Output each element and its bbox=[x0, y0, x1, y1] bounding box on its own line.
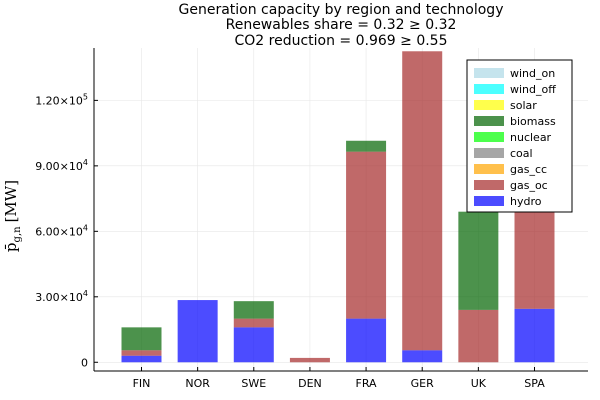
bar-segment-ger-hydro bbox=[402, 350, 443, 363]
legend-label-wind-on: wind_on bbox=[510, 67, 555, 80]
legend-swatch-coal bbox=[474, 148, 504, 158]
bar-segment-nor-hydro bbox=[177, 300, 218, 363]
bar-segment-fin-hydro bbox=[121, 355, 162, 363]
bar-segment-uk-gas-oc bbox=[458, 309, 499, 363]
bar-segment-spa-hydro bbox=[514, 308, 555, 363]
chart-subtitle-co2: CO2 reduction = 0.969 ≥ 0.55 bbox=[234, 33, 447, 49]
legend-label-coal: coal bbox=[510, 147, 533, 160]
y-axis-label-subscript: g,n bbox=[12, 226, 23, 243]
legend-label-solar: solar bbox=[510, 99, 537, 112]
bar-segment-ger-gas-oc bbox=[402, 51, 443, 351]
bars bbox=[121, 51, 555, 363]
y-axis-label-symbol: p̄ bbox=[2, 242, 20, 252]
y-tick-label: 9.00×104 bbox=[35, 158, 88, 173]
bar-segment-den-gas-oc bbox=[289, 357, 330, 363]
legend-swatch-hydro bbox=[474, 196, 504, 206]
x-tick-label-fin: FIN bbox=[133, 377, 151, 390]
y-ticks: 0 3.00×104 6.00×104 9.00×104 1.20×105 bbox=[35, 92, 98, 369]
legend-swatch-gas-oc bbox=[474, 180, 504, 190]
legend-swatch-wind-on bbox=[474, 68, 504, 78]
x-tick-label-ger: GER bbox=[411, 377, 434, 390]
bar-segment-spa-gas-oc bbox=[514, 205, 555, 309]
x-tick-label-swe: SWE bbox=[241, 377, 266, 390]
legend-swatch-nuclear bbox=[474, 132, 504, 142]
legend-label-biomass: biomass bbox=[510, 115, 556, 128]
y-tick-label: 3.00×104 bbox=[35, 289, 88, 304]
y-tick-label: 0 bbox=[81, 356, 88, 369]
x-tick-label-spa: SPA bbox=[524, 377, 545, 390]
y-tick-label: 6.00×104 bbox=[35, 223, 88, 238]
y-tick-label: 1.20×105 bbox=[35, 92, 88, 107]
legend-swatch-gas-cc bbox=[474, 164, 504, 174]
bar-segment-uk-biomass bbox=[458, 211, 499, 310]
bar-segment-swe-gas-oc bbox=[233, 318, 274, 328]
legend-label-gas-oc: gas_oc bbox=[510, 179, 548, 192]
legend-label-hydro: hydro bbox=[510, 195, 542, 208]
bar-segment-fra-hydro bbox=[346, 318, 387, 363]
y-axis-label-unit: [MW] bbox=[2, 180, 20, 222]
x-ticks: FIN NOR SWE DEN FRA GER UK SPA bbox=[133, 367, 545, 390]
x-tick-label-nor: NOR bbox=[185, 377, 210, 390]
legend-swatch-wind-off bbox=[474, 84, 504, 94]
y-axis-label: p̄g,n [MW] bbox=[2, 180, 23, 252]
legend-label-nuclear: nuclear bbox=[510, 131, 552, 144]
legend-label-wind-off: wind_off bbox=[510, 83, 556, 96]
legend-label-gas-cc: gas_cc bbox=[510, 163, 547, 176]
chart-title: Generation capacity by region and techno… bbox=[179, 2, 504, 18]
axes bbox=[93, 48, 588, 372]
x-tick-label-uk: UK bbox=[471, 377, 487, 390]
bar-segment-swe-biomass bbox=[233, 301, 274, 319]
chart-subtitle-renewables: Renewables share = 0.32 ≥ 0.32 bbox=[226, 17, 457, 33]
bar-segment-fin-biomass bbox=[121, 327, 162, 351]
svg-text:p̄g,n[MW]: p̄g,n [MW] bbox=[2, 180, 23, 252]
x-tick-label-den: DEN bbox=[298, 377, 322, 390]
bar-segment-swe-hydro bbox=[233, 327, 274, 363]
bar-segment-fra-biomass bbox=[346, 140, 387, 152]
x-tick-label-fra: FRA bbox=[356, 377, 378, 390]
legend-swatch-solar bbox=[474, 100, 504, 110]
legend-swatch-biomass bbox=[474, 116, 504, 126]
bar-segment-fin-gas-oc bbox=[121, 350, 162, 356]
bar-segment-fra-gas-oc bbox=[346, 151, 387, 319]
